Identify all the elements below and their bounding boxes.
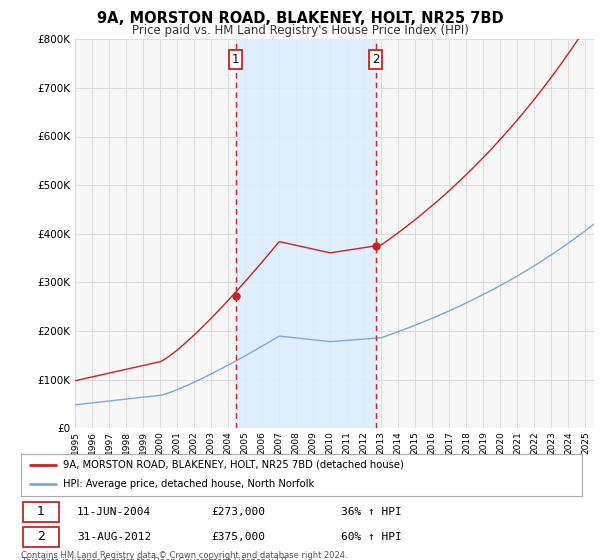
Text: 2: 2 [37,530,44,543]
Line: 9A, MORSTON ROAD, BLAKENEY, HOLT, NR25 7BD (detached house): 9A, MORSTON ROAD, BLAKENEY, HOLT, NR25 7… [75,15,594,381]
9A, MORSTON ROAD, BLAKENEY, HOLT, NR25 7BD (detached house) [178,343,185,349]
Text: 31-AUG-2012: 31-AUG-2012 [77,531,151,542]
9A, MORSTON ROAD, BLAKENEY, HOLT, NR25 7BD (detached house) [122,366,130,372]
HPI: Average price, detached house, North Norfolk: (2.01e+03, 1.82e+05): Average price, detached house, North Nor… [352,337,359,343]
Text: 2: 2 [372,53,379,66]
HPI: Average price, detached house, North Norfolk: (2e+03, 6.93e+04): Average price, detached house, North Nor… [160,391,167,398]
Text: HPI: Average price, detached house, North Norfolk: HPI: Average price, detached house, Nort… [63,479,314,489]
HPI: Average price, detached house, North Norfolk: (2.02e+03, 2.25e+05): Average price, detached house, North Nor… [427,316,434,323]
Text: 9A, MORSTON ROAD, BLAKENEY, HOLT, NR25 7BD (detached house): 9A, MORSTON ROAD, BLAKENEY, HOLT, NR25 7… [63,460,404,470]
HPI: Average price, detached house, North Norfolk: (2e+03, 4.84e+04): Average price, detached house, North Nor… [71,402,79,408]
HPI: Average price, detached house, North Norfolk: (2e+03, 6e+04): Average price, detached house, North Nor… [122,396,130,403]
9A, MORSTON ROAD, BLAKENEY, HOLT, NR25 7BD (detached house) [71,377,79,384]
HPI: Average price, detached house, North Norfolk: (2.03e+03, 4.2e+05): Average price, detached house, North Nor… [590,221,598,227]
Line: HPI: Average price, detached house, North Norfolk: HPI: Average price, detached house, Nort… [75,224,594,405]
Text: 11-JUN-2004: 11-JUN-2004 [77,506,151,516]
9A, MORSTON ROAD, BLAKENEY, HOLT, NR25 7BD (detached house) [455,178,463,185]
9A, MORSTON ROAD, BLAKENEY, HOLT, NR25 7BD (detached house) [590,12,598,18]
Text: 1: 1 [232,53,239,66]
Text: This data is licensed under the Open Government Licence v3.0.: This data is licensed under the Open Gov… [21,557,289,560]
Text: 1: 1 [37,505,44,518]
Text: £375,000: £375,000 [212,531,266,542]
9A, MORSTON ROAD, BLAKENEY, HOLT, NR25 7BD (detached house) [427,204,434,211]
Text: Contains HM Land Registry data © Crown copyright and database right 2024.: Contains HM Land Registry data © Crown c… [21,551,347,560]
Text: 36% ↑ HPI: 36% ↑ HPI [341,506,401,516]
Text: £273,000: £273,000 [212,506,266,516]
FancyBboxPatch shape [23,528,59,547]
Text: 60% ↑ HPI: 60% ↑ HPI [341,531,401,542]
FancyBboxPatch shape [23,502,59,522]
HPI: Average price, detached house, North Norfolk: (2e+03, 8.34e+04): Average price, detached house, North Nor… [178,385,185,391]
Text: 9A, MORSTON ROAD, BLAKENEY, HOLT, NR25 7BD: 9A, MORSTON ROAD, BLAKENEY, HOLT, NR25 7… [97,11,503,26]
HPI: Average price, detached house, North Norfolk: (2.02e+03, 2.51e+05): Average price, detached house, North Nor… [455,303,463,310]
Bar [236,39,376,428]
9A, MORSTON ROAD, BLAKENEY, HOLT, NR25 7BD (detached house) [352,246,359,253]
9A, MORSTON ROAD, BLAKENEY, HOLT, NR25 7BD (detached house) [160,357,167,363]
Text: Price paid vs. HM Land Registry's House Price Index (HPI): Price paid vs. HM Land Registry's House … [131,24,469,36]
